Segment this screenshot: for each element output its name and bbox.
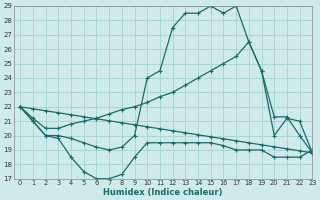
- X-axis label: Humidex (Indice chaleur): Humidex (Indice chaleur): [103, 188, 223, 197]
